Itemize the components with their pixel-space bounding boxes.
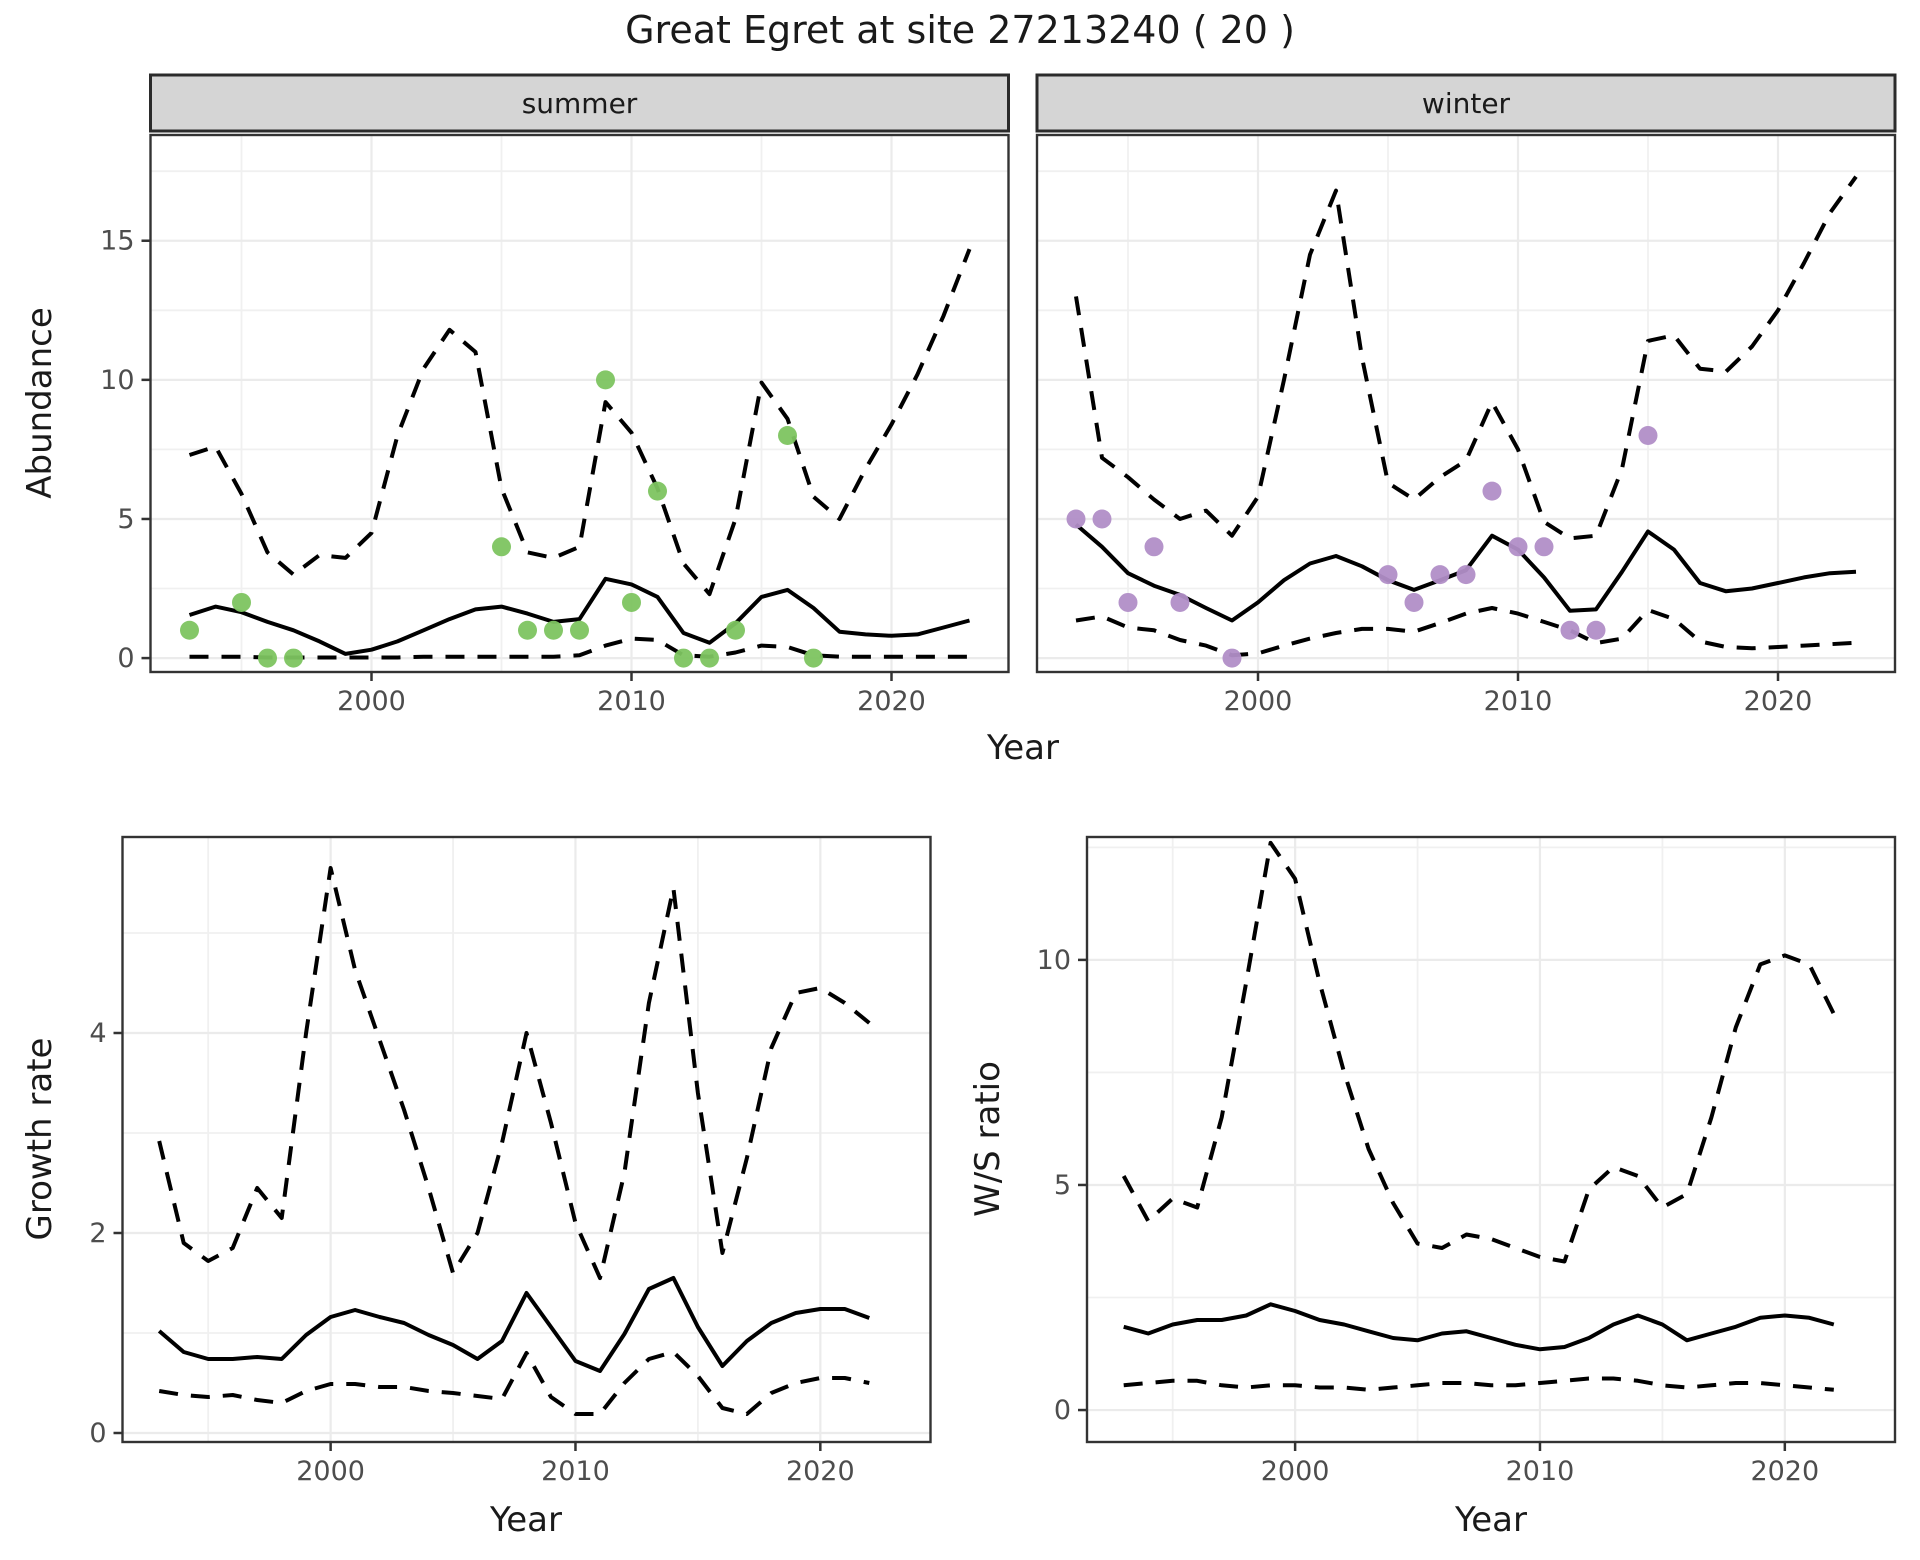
observation-point (1430, 565, 1450, 585)
y-axis-title-abundance: Abundance (20, 307, 60, 499)
observation-point (1092, 509, 1112, 529)
y-tick-label: 10 (1037, 945, 1071, 976)
observation-point (596, 370, 615, 390)
observation-point (804, 648, 823, 668)
observation-point (778, 425, 797, 445)
x-tick-label: 2000 (1224, 686, 1293, 717)
lower-interval-line (158, 1350, 870, 1416)
observation-point (622, 592, 641, 612)
observation-point (726, 620, 745, 640)
lower-interval-line (1123, 1376, 1834, 1392)
facet-strip (149, 73, 1010, 133)
y-tick-label: 0 (117, 643, 134, 674)
observation-point (492, 537, 511, 557)
panel-border (1035, 133, 1897, 674)
x-tick-label: 2010 (541, 1456, 610, 1487)
observation-point (1456, 565, 1476, 585)
observation-point (180, 620, 199, 640)
observation-point (232, 592, 251, 612)
x-tick-label: 2020 (857, 686, 926, 717)
observation-point (1638, 425, 1658, 445)
x-axis-title-ws: Year (1455, 1500, 1527, 1540)
y-axis-title-growth-rate: Growth rate (20, 1037, 60, 1241)
x-tick-label: 2000 (296, 1456, 365, 1487)
y-tick-label: 0 (1054, 1395, 1071, 1426)
panel-background (1087, 837, 1895, 1442)
observation-point (518, 620, 537, 640)
panel-abundance-summer: 2000 2010 2020 0 5 10 15 summer (100, 73, 1010, 717)
observation-point (1066, 509, 1086, 529)
observation-point (570, 620, 589, 640)
observation-point (648, 481, 667, 501)
observation-point (1170, 592, 1190, 612)
upper-interval-line (157, 866, 871, 1280)
y-tick-label: 2 (89, 1218, 106, 1249)
x-tick-label: 2010 (1484, 686, 1553, 717)
facet-strip (1035, 73, 1897, 133)
lower-interval-line (189, 636, 970, 660)
observation-point (1560, 620, 1580, 640)
x-tick-label: 2020 (786, 1456, 855, 1487)
observation-point (1118, 592, 1138, 612)
y-tick-label: 5 (117, 504, 134, 535)
observation-point (1534, 537, 1554, 557)
median-line (1123, 1302, 1835, 1352)
median-line (188, 576, 971, 656)
observation-point (1508, 537, 1528, 557)
y-axis-title-ws-ratio: W/S ratio (968, 1061, 1008, 1217)
y-tick-label: 0 (89, 1418, 106, 1449)
lower-interval-line (1075, 606, 1857, 658)
observation-point (674, 648, 693, 668)
observation-point (258, 648, 277, 668)
observation-point (1144, 537, 1164, 557)
panel-ws-ratio: 2000 2010 2020 0 5 10 (1037, 835, 1897, 1487)
observation-point (1378, 565, 1398, 585)
panel-abundance-winter: 2000 2010 2020 winter (1035, 73, 1897, 717)
facet-strip-label: summer (522, 87, 638, 120)
upper-interval-line (1074, 175, 1858, 541)
y-tick-label: 4 (89, 1018, 106, 1049)
x-axis-title-top: Year (987, 728, 1059, 768)
x-tick-label: 2020 (1744, 686, 1813, 717)
facet-strip-label: winter (1422, 87, 1511, 120)
observation-point (1586, 620, 1606, 640)
x-tick-label: 2000 (1261, 1456, 1330, 1487)
x-tick-label: 2000 (337, 686, 406, 717)
median-line (157, 1276, 870, 1373)
x-tick-label: 2010 (597, 686, 666, 717)
chart-title: Great Egret at site 27213240 ( 20 ) (625, 8, 1295, 52)
observation-point (700, 648, 719, 668)
y-tick-label: 5 (1054, 1170, 1071, 1201)
observation-point (1482, 481, 1502, 501)
observation-point (1404, 592, 1424, 612)
panel-growth-rate: 2000 2010 2020 0 2 4 (89, 835, 932, 1487)
x-tick-label: 2010 (1506, 1456, 1575, 1487)
panel-background (122, 837, 931, 1442)
observation-point (284, 648, 303, 668)
x-tick-label: 2020 (1750, 1456, 1819, 1487)
panel-border (121, 835, 932, 1444)
upper-interval-line (188, 248, 972, 597)
upper-interval-line (1121, 840, 1836, 1264)
observation-point (1222, 648, 1242, 668)
observation-point (544, 620, 563, 640)
x-axis-title-growth: Year (490, 1500, 562, 1540)
panel-border (1085, 835, 1897, 1444)
panel-background (150, 135, 1009, 672)
y-tick-label: 15 (100, 226, 134, 257)
panel-border (149, 133, 1010, 674)
y-tick-label: 10 (100, 365, 134, 396)
